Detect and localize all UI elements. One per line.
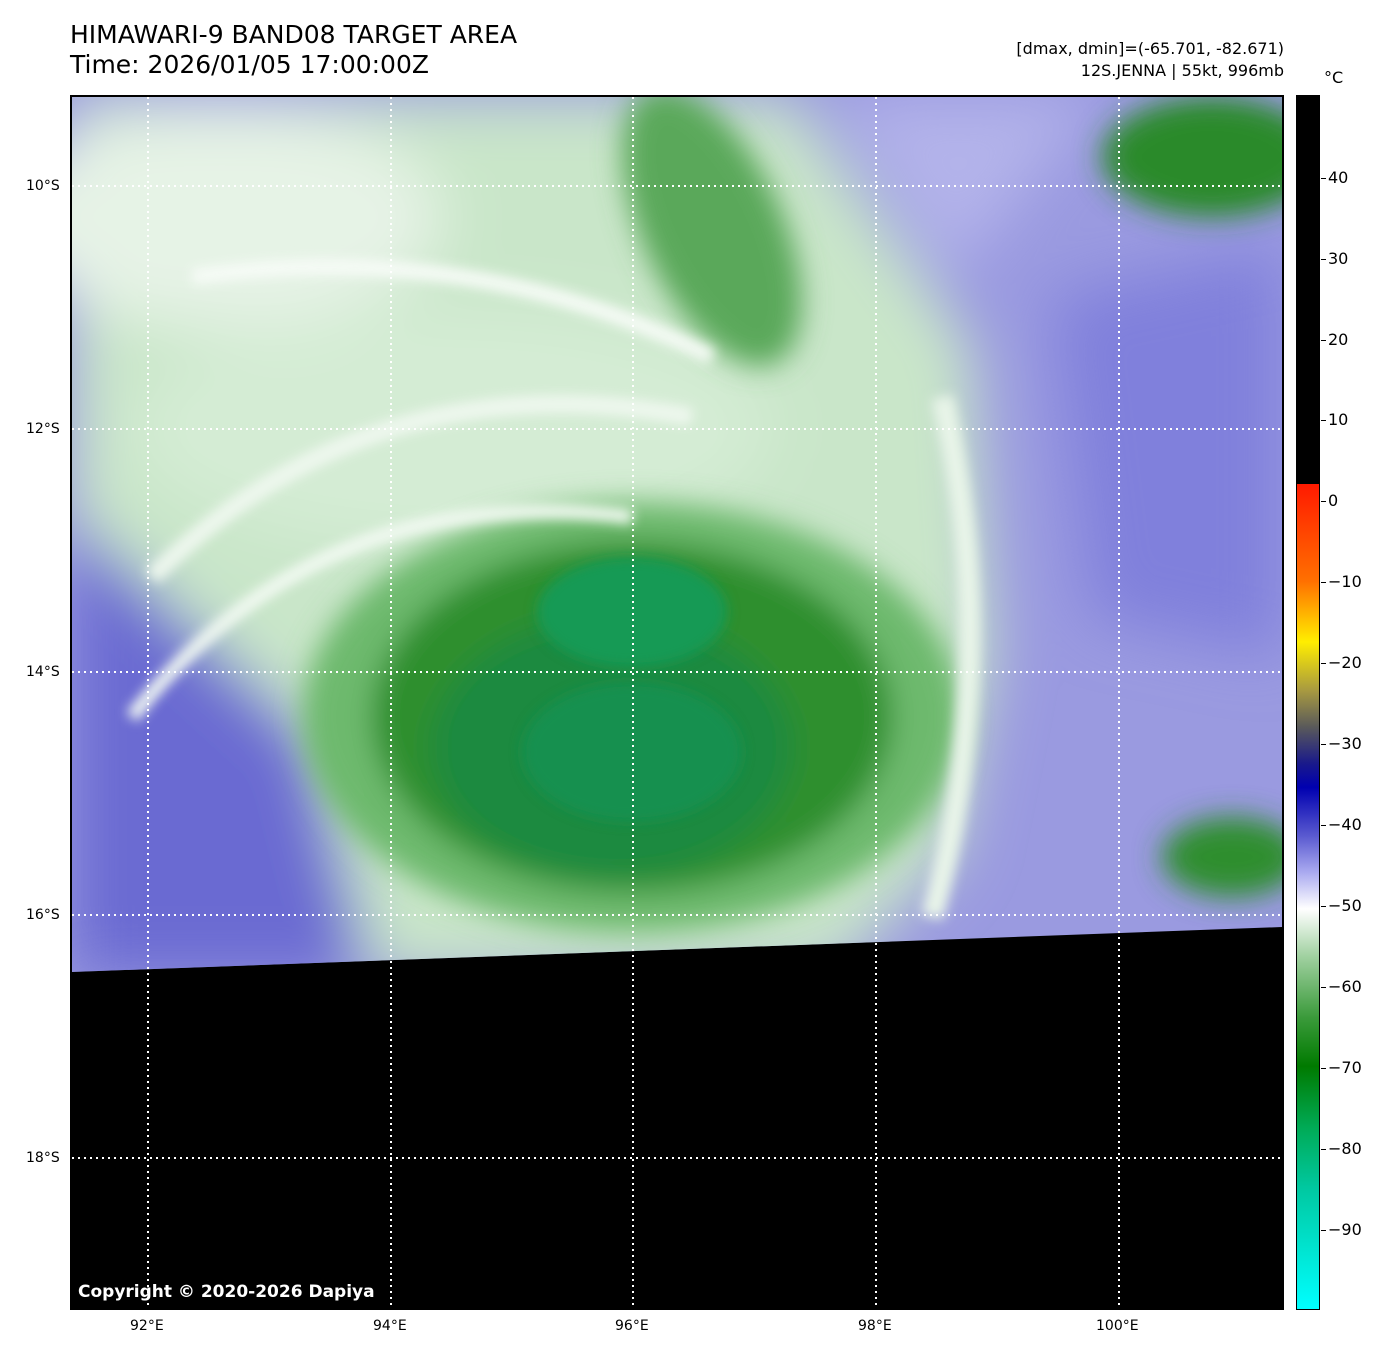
lon-label-96e: 96°E bbox=[615, 1318, 649, 1334]
colorbar-label: −40 bbox=[1328, 815, 1362, 834]
colorbar-label: 40 bbox=[1328, 168, 1349, 187]
title-line: HIMAWARI-9 BAND08 TARGET AREA bbox=[70, 20, 518, 49]
storm-info: [dmax, dmin]=(-65.701, -82.671) 12S.JENN… bbox=[1016, 38, 1284, 82]
colorbar-label: −10 bbox=[1328, 572, 1362, 591]
colorbar-tick bbox=[1321, 663, 1326, 664]
time-line: Time: 2026/01/05 17:00:00Z bbox=[70, 50, 429, 79]
colorbar-label: −20 bbox=[1328, 653, 1362, 672]
colorbar-tick bbox=[1321, 340, 1326, 341]
satellite-image: Copyright © 2020-2026 Dapiya bbox=[70, 95, 1284, 1310]
colorbar-tick bbox=[1321, 1230, 1326, 1231]
colorbar-tick bbox=[1321, 582, 1326, 583]
satellite-imagery bbox=[72, 97, 1282, 1308]
lat-label-12s: 12°S bbox=[26, 421, 60, 437]
colorbar-tick bbox=[1321, 1149, 1326, 1150]
lat-label-18s: 18°S bbox=[26, 1150, 60, 1166]
colorbar-label: 20 bbox=[1328, 330, 1349, 349]
colorbar-label: −60 bbox=[1328, 977, 1362, 996]
storm-label: 12S.JENNA | 55kt, 996mb bbox=[1080, 61, 1284, 80]
lat-label-10s: 10°S bbox=[26, 178, 60, 194]
chart-title: HIMAWARI-9 BAND08 TARGET AREA Time: 2026… bbox=[70, 20, 517, 80]
temperature-colorbar bbox=[1296, 95, 1320, 1310]
lon-label-94e: 94°E bbox=[373, 1318, 407, 1334]
colorbar-label: −80 bbox=[1328, 1139, 1362, 1158]
data-range: [dmax, dmin]=(-65.701, -82.671) bbox=[1016, 39, 1284, 58]
colorbar-tick bbox=[1321, 987, 1326, 988]
colorbar-tick bbox=[1321, 259, 1326, 260]
lon-label-98e: 98°E bbox=[858, 1318, 892, 1334]
lon-label-92e: 92°E bbox=[130, 1318, 164, 1334]
colorbar-label: −70 bbox=[1328, 1058, 1362, 1077]
colorbar-tick bbox=[1321, 1068, 1326, 1069]
copyright-text: Copyright © 2020-2026 Dapiya bbox=[78, 1282, 375, 1302]
colorbar-label: 30 bbox=[1328, 249, 1349, 268]
colorbar-tick bbox=[1321, 744, 1326, 745]
colorbar-tick bbox=[1321, 906, 1326, 907]
colorbar-label: 10 bbox=[1328, 410, 1349, 429]
colorbar-tick bbox=[1321, 501, 1326, 502]
colorbar-tick bbox=[1321, 825, 1326, 826]
colorbar-tick bbox=[1321, 178, 1326, 179]
colorbar-tick bbox=[1321, 420, 1326, 421]
colorbar-label: −30 bbox=[1328, 734, 1362, 753]
colorbar-label: −90 bbox=[1328, 1220, 1362, 1239]
lon-label-100e: 100°E bbox=[1096, 1318, 1139, 1334]
colorbar-label: −50 bbox=[1328, 896, 1362, 915]
lat-label-16s: 16°S bbox=[26, 907, 60, 923]
lat-label-14s: 14°S bbox=[26, 664, 60, 680]
colorbar-unit: °C bbox=[1324, 68, 1344, 87]
colorbar-label: 0 bbox=[1328, 491, 1339, 510]
